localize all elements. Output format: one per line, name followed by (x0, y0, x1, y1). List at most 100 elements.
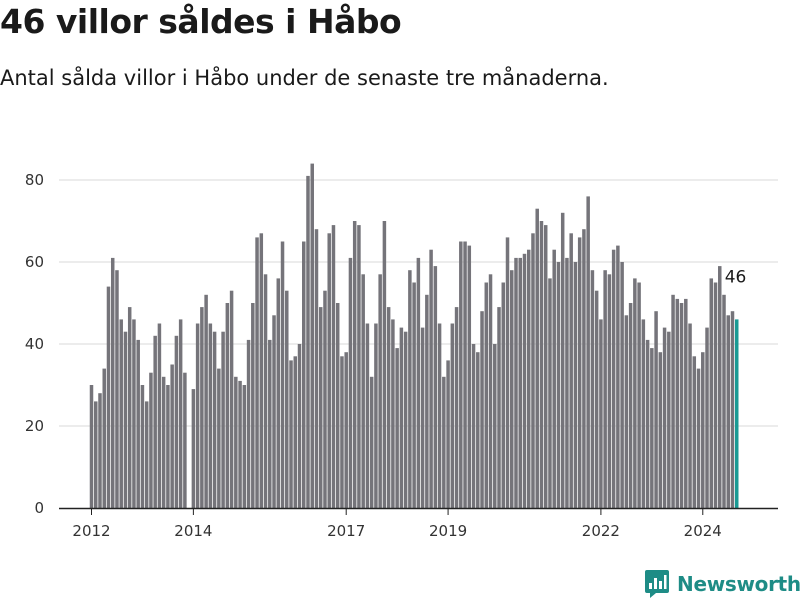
bar (488, 274, 493, 508)
bars (89, 163, 739, 509)
bar (713, 282, 718, 508)
bar (701, 352, 705, 508)
bar (446, 360, 450, 508)
bar (459, 241, 463, 508)
bar (722, 294, 726, 508)
bar (594, 290, 599, 508)
bar (425, 294, 429, 508)
bar (386, 307, 391, 508)
bar (136, 339, 140, 508)
axes: 0 20 40 60 80 46 2012 2014 2017 2019 2022 2024 (25, 171, 778, 540)
bar (395, 348, 399, 508)
bar (535, 208, 539, 508)
chart-title: 46 villor såldes i Håbo (0, 2, 402, 41)
bar (93, 401, 98, 508)
bar (229, 290, 234, 508)
bar (624, 315, 629, 508)
bar (429, 249, 433, 508)
x-tick-label: 2019 (429, 522, 467, 540)
newsworthy-logo[interactable]: Newsworthy (644, 569, 800, 599)
bar (442, 376, 446, 508)
x-tick-label: 2017 (327, 522, 365, 540)
bar (306, 175, 310, 508)
bar (560, 212, 565, 509)
bar (297, 344, 302, 508)
bar (471, 344, 476, 508)
bar (195, 323, 200, 508)
bar (348, 257, 353, 508)
bar (340, 356, 344, 508)
bar (200, 307, 204, 508)
bar (573, 262, 578, 508)
bar (403, 331, 408, 508)
bar (420, 327, 425, 508)
newsworthy-chart-icon (645, 570, 669, 598)
bar (730, 311, 735, 508)
bar (633, 278, 637, 508)
bar (505, 237, 510, 508)
bar (484, 282, 489, 508)
bar (166, 385, 170, 508)
bar (268, 339, 272, 508)
chart-subtitle: Antal sålda villor i Håbo under de senas… (0, 66, 609, 90)
bar (569, 233, 573, 509)
bar (582, 229, 586, 508)
bar (335, 303, 340, 508)
bar (637, 282, 641, 508)
bar (374, 323, 378, 508)
bar (408, 270, 412, 508)
bar (289, 360, 293, 508)
bar (679, 303, 684, 508)
bar (369, 376, 374, 508)
bar (696, 368, 701, 508)
bar (331, 225, 336, 508)
bar (225, 303, 230, 508)
bar (480, 311, 484, 508)
x-tick-label: 2012 (72, 522, 110, 540)
bar (327, 233, 331, 509)
y-tick-label: 80 (25, 171, 44, 189)
bar (285, 290, 289, 508)
bar (548, 278, 552, 508)
bar (493, 344, 497, 508)
bar (590, 270, 595, 508)
bar (514, 257, 518, 508)
bar (675, 298, 680, 508)
bar (586, 196, 590, 508)
bar (662, 327, 667, 508)
bar (684, 298, 688, 508)
bar (191, 389, 196, 508)
bar (302, 241, 306, 508)
bar (645, 339, 650, 508)
bar-highlighted (734, 319, 739, 508)
x-tick-label: 2014 (174, 522, 212, 540)
bar (153, 335, 157, 508)
bar (556, 262, 561, 508)
bar (518, 257, 522, 508)
bar (531, 233, 535, 509)
bar (208, 323, 213, 508)
bar (552, 249, 556, 508)
bar (654, 311, 658, 508)
bar (497, 307, 501, 508)
bar (204, 294, 208, 508)
bar (526, 249, 531, 508)
bar (161, 376, 166, 508)
bar (217, 368, 221, 508)
y-tick-label: 60 (25, 253, 44, 271)
bar (352, 221, 357, 508)
bar (616, 245, 620, 508)
bar (378, 274, 382, 508)
bar (272, 315, 276, 508)
bar (110, 257, 115, 508)
bar (259, 233, 264, 509)
y-tick-label: 0 (34, 499, 44, 517)
brand-name: Newsworthy (677, 572, 800, 596)
bar (433, 266, 438, 508)
y-tick-label: 20 (25, 417, 44, 435)
bar (463, 241, 467, 508)
bar (467, 245, 472, 508)
bar (454, 307, 459, 508)
bar (357, 225, 361, 508)
